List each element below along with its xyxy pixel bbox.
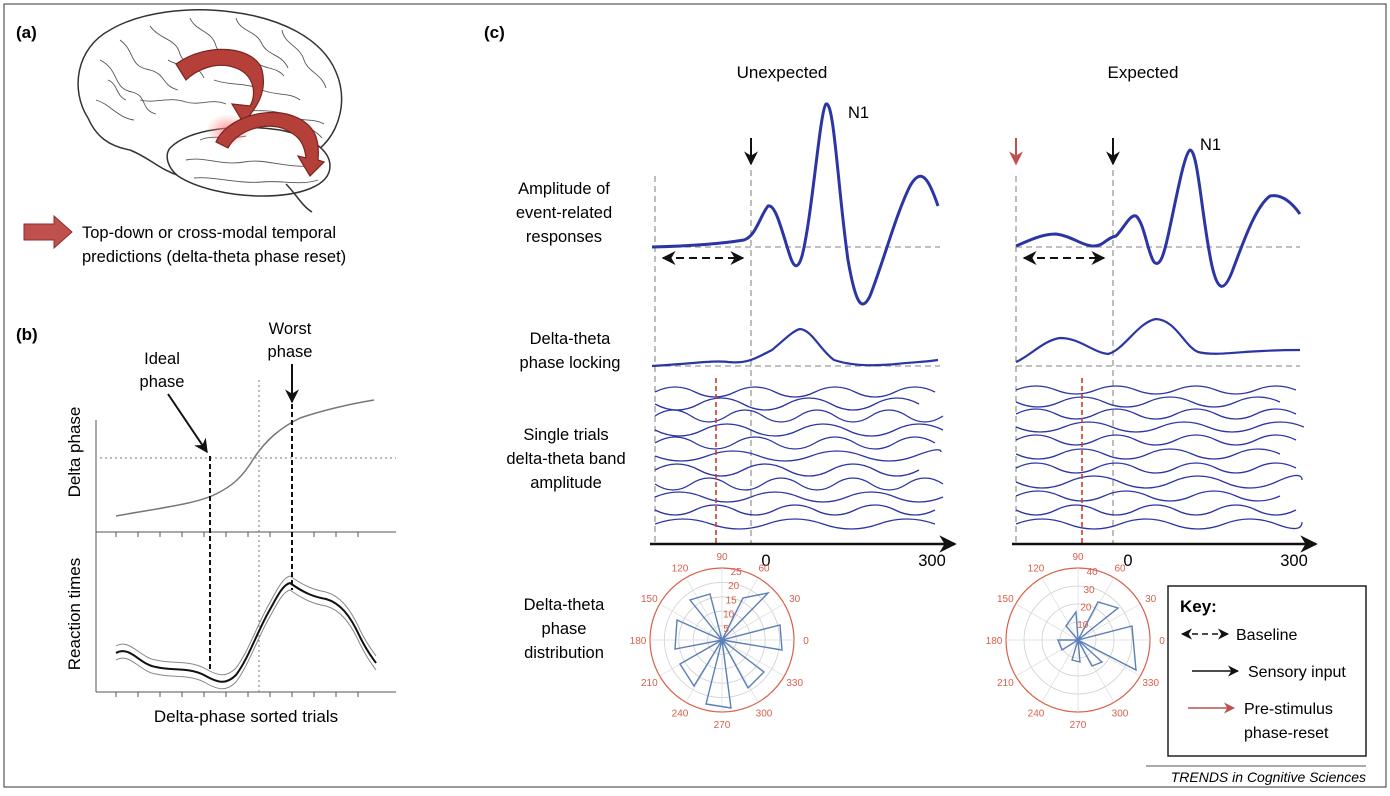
polar-angle-label-expected: 210 (997, 678, 1014, 689)
polar-angle-label-unexpected: 240 (672, 709, 689, 720)
footer-source: TRENDS in Cognitive Sciences (1171, 769, 1366, 785)
time-tick-300: 300 (918, 552, 946, 570)
brain-illustration (77, 9, 343, 213)
polar-angle-label-unexpected: 210 (641, 678, 658, 689)
column-title-expected: Expected (1108, 63, 1179, 82)
erp-waveform (651, 102, 940, 306)
key-title: Key: (1180, 597, 1217, 616)
polar-angle-label-unexpected: 90 (716, 552, 728, 563)
time-tick-300: 300 (1280, 552, 1308, 570)
polar-radius-label-unexpected: 25 (731, 567, 743, 578)
key-baseline-label: Baseline (1236, 627, 1297, 644)
row-label-single-trials: Single trials delta-theta band amplitude (506, 426, 625, 492)
phase-locking-curve (1015, 317, 1301, 364)
worst-phase-label-2: phase (268, 343, 313, 361)
polar-angle-label-unexpected: 180 (630, 636, 647, 647)
y-label-delta-phase: Delta phase (65, 407, 84, 498)
polar-radius-label-expected: 30 (1083, 585, 1095, 596)
polar-angle-label-expected: 150 (997, 594, 1014, 605)
x-label-sorted-trials: Delta-phase sorted trials (154, 707, 338, 726)
ideal-phase-arrow (167, 393, 208, 454)
single-trial-waves (654, 386, 944, 530)
unexpected-column: N1 0 300 (650, 102, 957, 570)
svg-text:Delta-theta: Delta-theta (524, 596, 606, 614)
legend-text-line2: predictions (delta-theta phase reset) (82, 248, 346, 266)
key-reset-label-1: Pre-stimulus (1244, 701, 1333, 718)
key-reset-label-2: phase-reset (1244, 725, 1329, 742)
svg-text:delta-theta band: delta-theta band (506, 450, 625, 468)
n1-peak-label: N1 (848, 104, 869, 122)
polar-angle-label-unexpected: 60 (758, 563, 770, 574)
polar-angle-label-expected: 300 (1112, 709, 1129, 720)
panel-a-label: (a) (16, 23, 37, 42)
n1-peak-label: N1 (1200, 136, 1221, 154)
reaction-times-band-upper (115, 575, 377, 676)
polar-histogram-unexpected (674, 591, 783, 709)
polar-angle-label-expected: 120 (1028, 563, 1045, 574)
polar-angle-label-expected: 270 (1070, 720, 1087, 731)
erp-waveform (1015, 148, 1302, 288)
polar-radius-label-expected: 20 (1080, 603, 1092, 614)
row-label-amplitude: Amplitude of event-related responses (516, 180, 612, 246)
polar-radius-label-unexpected: 5 (723, 624, 729, 635)
time-tick-zero: 0 (761, 552, 770, 570)
polar-angle-label-unexpected: 330 (786, 678, 803, 689)
polar-angle-label-unexpected: 150 (641, 594, 658, 605)
polar-plot-unexpected (649, 567, 795, 713)
polar-angle-label-expected: 330 (1142, 678, 1159, 689)
svg-text:event-related: event-related (516, 204, 612, 222)
polar-histogram-expected (1056, 601, 1137, 672)
polar-angle-label-unexpected: 0 (803, 636, 809, 647)
panel-b-axes (95, 380, 396, 697)
time-tick-zero: 0 (1123, 552, 1132, 570)
polar-radius-label-unexpected: 10 (723, 610, 735, 621)
svg-text:Delta-theta: Delta-theta (530, 330, 612, 348)
phase-locking-curve (651, 327, 939, 368)
y-label-reaction-times: Reaction times (65, 558, 84, 670)
delta-phase-curve (115, 399, 375, 517)
polar-angle-label-expected: 240 (1028, 709, 1045, 720)
polar-angle-label-expected: 0 (1159, 636, 1165, 647)
svg-text:responses: responses (526, 228, 602, 246)
key-box: Key: Baseline Sensory input Pre-stimulus… (1167, 585, 1367, 757)
polar-angle-label-expected: 60 (1114, 563, 1126, 574)
polar-angle-label-expected: 180 (986, 636, 1003, 647)
figure-frame (3, 3, 1387, 788)
ideal-phase-label-2: phase (140, 373, 185, 391)
panel-b-label: (b) (16, 325, 38, 344)
polar-radius-label-expected: 10 (1077, 620, 1089, 631)
svg-text:Single trials: Single trials (523, 426, 608, 444)
polar-radius-label-unexpected: 15 (726, 595, 738, 606)
polar-radius-label-unexpected: 20 (728, 581, 740, 592)
polar-angle-label-unexpected: 300 (756, 709, 773, 720)
polar-angle-label-expected: 30 (1145, 594, 1157, 605)
key-sensory-label: Sensory input (1248, 664, 1346, 681)
panel-c-label: (c) (484, 23, 505, 42)
svg-text:amplitude: amplitude (530, 474, 602, 492)
svg-text:distribution: distribution (524, 644, 604, 662)
legend-text-line1: Top-down or cross-modal temporal (82, 224, 336, 242)
polar-plot-expected (1005, 567, 1151, 713)
reaction-times-band-lower (115, 589, 377, 690)
svg-text:phase locking: phase locking (520, 354, 621, 372)
ideal-phase-label-1: Ideal (144, 350, 180, 368)
row-label-phase-locking: Delta-theta phase locking (520, 330, 621, 372)
expected-column: N1 0 300 (1009, 136, 1318, 570)
column-title-unexpected: Unexpected (737, 63, 828, 82)
row-label-phase-distribution: Delta-theta phase distribution (524, 596, 606, 662)
legend-red-arrow-icon (23, 214, 73, 250)
single-trial-waves (1015, 385, 1305, 530)
polar-angle-label-unexpected: 120 (672, 563, 689, 574)
polar-angle-label-unexpected: 270 (714, 720, 731, 731)
svg-text:phase: phase (542, 620, 587, 638)
worst-phase-label-1: Worst (269, 320, 312, 338)
polar-radius-label-expected: 40 (1087, 567, 1099, 578)
polar-angle-label-unexpected: 30 (789, 594, 801, 605)
reaction-times-mean (115, 581, 377, 683)
polar-angle-label-expected: 90 (1072, 552, 1084, 563)
svg-text:Amplitude of: Amplitude of (518, 180, 610, 198)
